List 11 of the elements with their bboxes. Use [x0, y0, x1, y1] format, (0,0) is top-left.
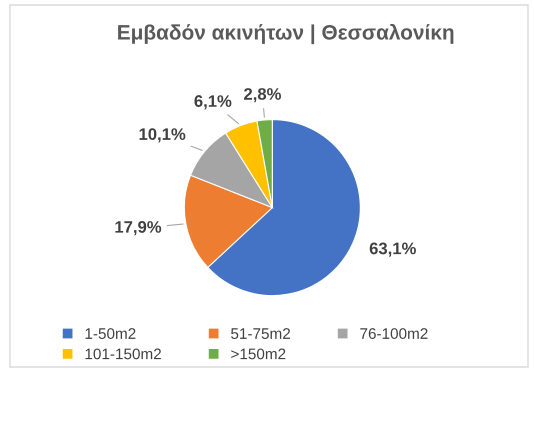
legend-label: 76-100m2	[360, 328, 428, 339]
data-label: 10,1%	[140, 128, 186, 142]
data-label: 17,9%	[115, 221, 162, 236]
data-label: 6,1%	[194, 95, 232, 110]
legend-label: 1-50m2	[86, 328, 136, 339]
legend-label: 51-75m2	[231, 328, 290, 339]
data-label: 2,8%	[244, 88, 281, 102]
legend-label: >150m2	[231, 348, 286, 360]
chart-title: Εμβαδόν ακινήτων | Θεσσαλονίκη	[118, 24, 454, 44]
data-label: 63,1%	[370, 242, 416, 257]
legend-label: 101-150m2	[86, 348, 161, 360]
